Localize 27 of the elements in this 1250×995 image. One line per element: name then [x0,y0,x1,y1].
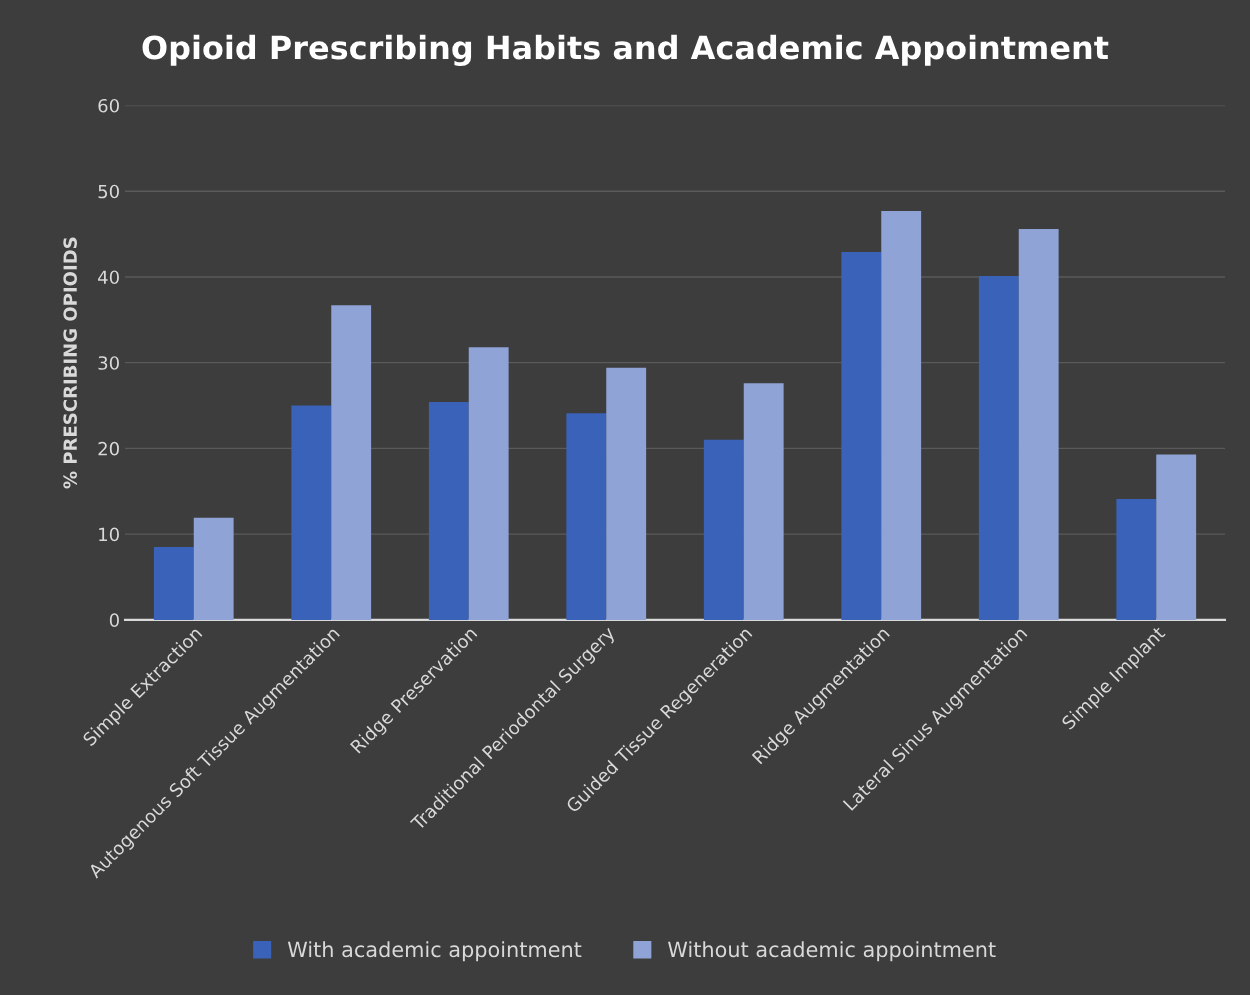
bar [1156,454,1197,620]
y-axis-title: % PRESCRIBING OPIOIDS [63,237,77,489]
bar [193,517,234,620]
legend-label: Without academic appointment [668,941,996,962]
y-tick-label: 50 [98,184,119,199]
bar [468,347,509,620]
bar [428,402,469,620]
y-tick-label: 10 [99,527,119,542]
y-tick-label: 20 [98,441,119,456]
y-tick-label: 0 [109,613,119,627]
legend-label: With academic appointment [287,941,582,962]
y-tick-label: 30 [98,356,119,370]
bar [743,383,784,620]
bar [566,413,607,620]
y-tick-label: 40 [98,270,119,285]
bar [841,252,882,620]
bar [153,547,194,620]
bar [703,439,744,620]
bar [1018,228,1059,620]
bar [606,367,647,620]
y-tick-label: 60 [98,98,119,113]
chart-title: Opioid Prescribing Habits and Academic Appointment [142,34,1109,66]
bar [1116,499,1157,620]
bar [331,305,372,620]
bar [881,210,922,620]
bar [291,405,332,620]
bar [978,276,1019,620]
